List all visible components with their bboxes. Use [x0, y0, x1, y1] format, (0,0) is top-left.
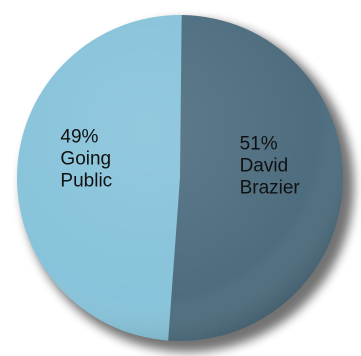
pie-shading [17, 15, 343, 341]
slice-percent-label: 51% [240, 134, 278, 155]
slice-name-line: David [240, 156, 289, 177]
slice-label-david-brazier: 51% David Brazier [240, 134, 301, 199]
pie-labels: 51% David Brazier 49% Going Public [60, 126, 300, 198]
slice-name-line: Brazier [240, 178, 301, 199]
slice-label-going-public: 49% Going Public [60, 126, 112, 191]
slice-percent-label: 49% [60, 126, 98, 147]
slice-name-line: Public [60, 170, 112, 191]
slice-name-line: Going [60, 148, 111, 169]
